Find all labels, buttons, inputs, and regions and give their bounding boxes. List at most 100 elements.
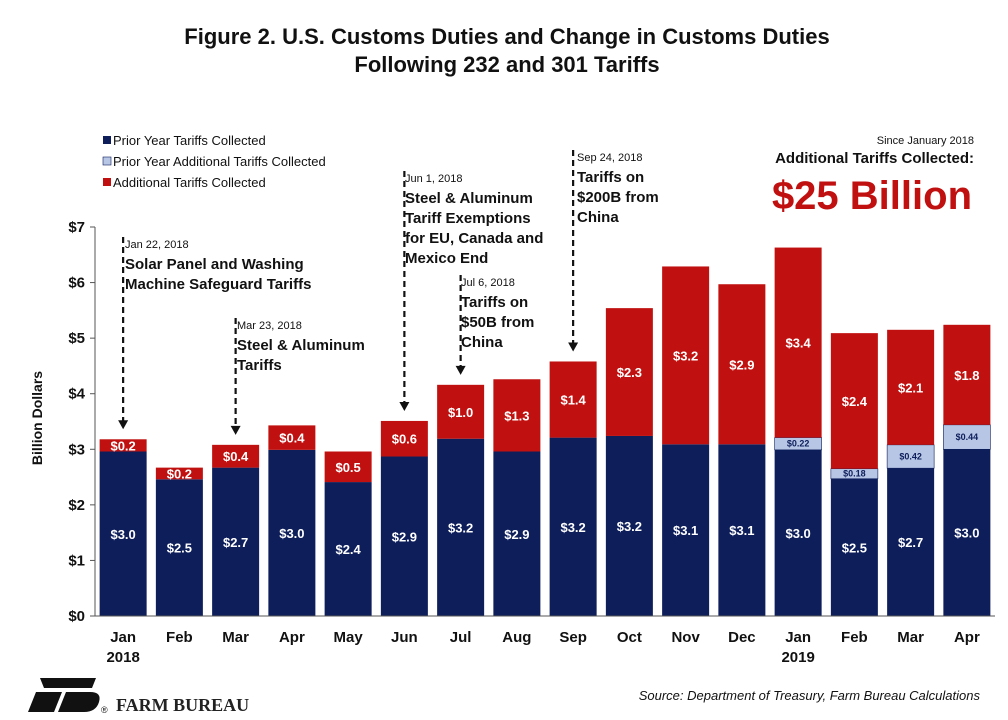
bar-segment <box>99 439 147 452</box>
x-tick-label: Jan <box>110 629 136 646</box>
annotation-arrowhead <box>118 420 129 430</box>
farm-bureau-logo-icon <box>28 678 100 712</box>
bar-data-label: $0.5 <box>335 460 360 475</box>
annotation-text: Solar Panel and Washing <box>125 256 304 273</box>
annotation-text: Mexico End <box>405 250 488 267</box>
bar-segment <box>774 247 822 438</box>
bar-data-label: $2.4 <box>335 542 361 557</box>
x-tick-label: Jun <box>391 629 418 646</box>
bar-segment <box>380 420 428 457</box>
bar-data-label: $2.5 <box>842 540 867 555</box>
x-tick-label: Oct <box>617 629 642 646</box>
x-tick-label: Aug <box>502 629 531 646</box>
bar-segment <box>774 449 822 616</box>
bar-segment <box>380 456 428 616</box>
bar-segment <box>549 361 597 438</box>
bar-data-label: $1.0 <box>448 405 473 420</box>
bar-data-label: $1.3 <box>504 408 529 423</box>
annotation-text: Steel & Aluminum <box>405 190 533 207</box>
y-tick-label: $3 <box>68 441 85 458</box>
annotation-text: Steel & Aluminum <box>237 337 365 354</box>
bar-segment <box>830 333 878 469</box>
bar-data-label: $1.4 <box>560 393 586 408</box>
bar-data-label: $0.18 <box>843 469 866 479</box>
annotation-text: Tariffs on <box>577 169 644 186</box>
annotation-date: Jan 22, 2018 <box>125 239 189 251</box>
callout-title: Additional Tariffs Collected: <box>775 150 974 167</box>
bar-data-label: $2.3 <box>617 365 642 380</box>
bar-data-label: $0.42 <box>899 452 922 462</box>
y-tick-label: $2 <box>68 497 85 514</box>
bar-data-label: $3.4 <box>785 336 811 351</box>
bar-data-label: $2.1 <box>898 380 923 395</box>
chart-title-line-1: Figure 2. U.S. Customs Duties and Change… <box>184 24 829 49</box>
bar-segment <box>324 482 372 616</box>
logo-text: FARM BUREAU <box>116 695 249 715</box>
legend-label-additional: Additional Tariffs Collected <box>113 175 266 190</box>
bar-data-label: $0.2 <box>110 438 135 453</box>
annotation-text: China <box>577 209 619 226</box>
bar-data-label: $2.5 <box>167 541 192 556</box>
bar-segment <box>549 437 597 616</box>
bar-data-label: $3.2 <box>673 348 698 363</box>
bar-segment <box>605 308 653 436</box>
annotation-text: Tariffs <box>237 357 282 374</box>
annotation-arrowhead <box>399 401 410 411</box>
bar-data-label: $0.4 <box>279 431 305 446</box>
x-tick-label: Mar <box>897 629 924 646</box>
bar-segment <box>99 451 147 616</box>
x-year-label: 2018 <box>106 649 139 666</box>
bar-data-label: $1.8 <box>954 368 979 383</box>
annotation-arrowhead <box>230 425 241 435</box>
bar-data-label: $3.0 <box>279 526 304 541</box>
bar-data-label: $2.7 <box>898 535 923 550</box>
bar-data-label: $0.4 <box>223 449 249 464</box>
bar-data-label: $2.9 <box>729 357 754 372</box>
annotations: Jan 22, 2018 Solar Panel and Washing Machi… <box>118 150 659 435</box>
callout-total: $25 Billion <box>772 174 972 218</box>
bar-data-label: $0.22 <box>787 439 810 449</box>
bar-segment <box>662 266 710 445</box>
y-tick-label: $4 <box>68 386 85 403</box>
y-tick-label: $0 <box>68 608 85 625</box>
annotation-arrowhead <box>455 365 466 375</box>
bar-data-label: $3.2 <box>448 520 473 535</box>
annotation-date: Sep 24, 2018 <box>577 152 642 164</box>
bar-segment <box>605 435 653 616</box>
annotation-text: $50B from <box>461 314 534 331</box>
y-tick-label: $7 <box>68 219 85 236</box>
annotation-date: Mar 23, 2018 <box>237 320 302 332</box>
bar-segment <box>268 425 316 450</box>
logo-registered-mark: ® <box>101 705 108 715</box>
y-tick-label: $6 <box>68 275 85 292</box>
legend-swatch-prior-additional <box>102 156 112 166</box>
bar-data-label: $0.6 <box>392 432 417 447</box>
bar-data-label: $2.4 <box>842 394 868 409</box>
bar-segment <box>155 479 203 616</box>
annotation-date: Jun 1, 2018 <box>405 173 463 185</box>
annotation-text: Tariffs on <box>461 294 528 311</box>
x-tick-label: Jan <box>785 629 811 646</box>
x-tick-label: Feb <box>841 629 868 646</box>
legend-swatch-prior <box>103 136 111 144</box>
bar-segment <box>662 444 710 616</box>
bar-data-label: $2.9 <box>392 529 417 544</box>
bar-segment <box>155 467 203 480</box>
x-tick-label: Dec <box>728 629 756 646</box>
bar-segment <box>943 449 991 616</box>
chart-title-line-2: Following 232 and 301 Tariffs <box>354 52 659 77</box>
bar-segment <box>324 451 372 483</box>
legend-swatch-additional <box>103 178 111 186</box>
y-axis-label: Billion Dollars <box>29 371 45 465</box>
bar-segment <box>212 467 260 616</box>
bars: $3.0 $0.2 $2.5 $0.2 $2.7 $0.4 $3.0 $0.4 $2.4 $0.5… <box>99 247 991 616</box>
bar-segment <box>718 284 766 445</box>
bar-segment <box>943 424 991 450</box>
bar-segment <box>887 468 935 616</box>
x-tick-label: Mar <box>222 629 249 646</box>
bar-data-label: $3.0 <box>110 527 135 542</box>
bar-data-label: $0.2 <box>167 466 192 481</box>
annotation-arrowhead <box>568 342 579 352</box>
x-tick-label: Feb <box>166 629 193 646</box>
bar-segment <box>493 379 541 452</box>
